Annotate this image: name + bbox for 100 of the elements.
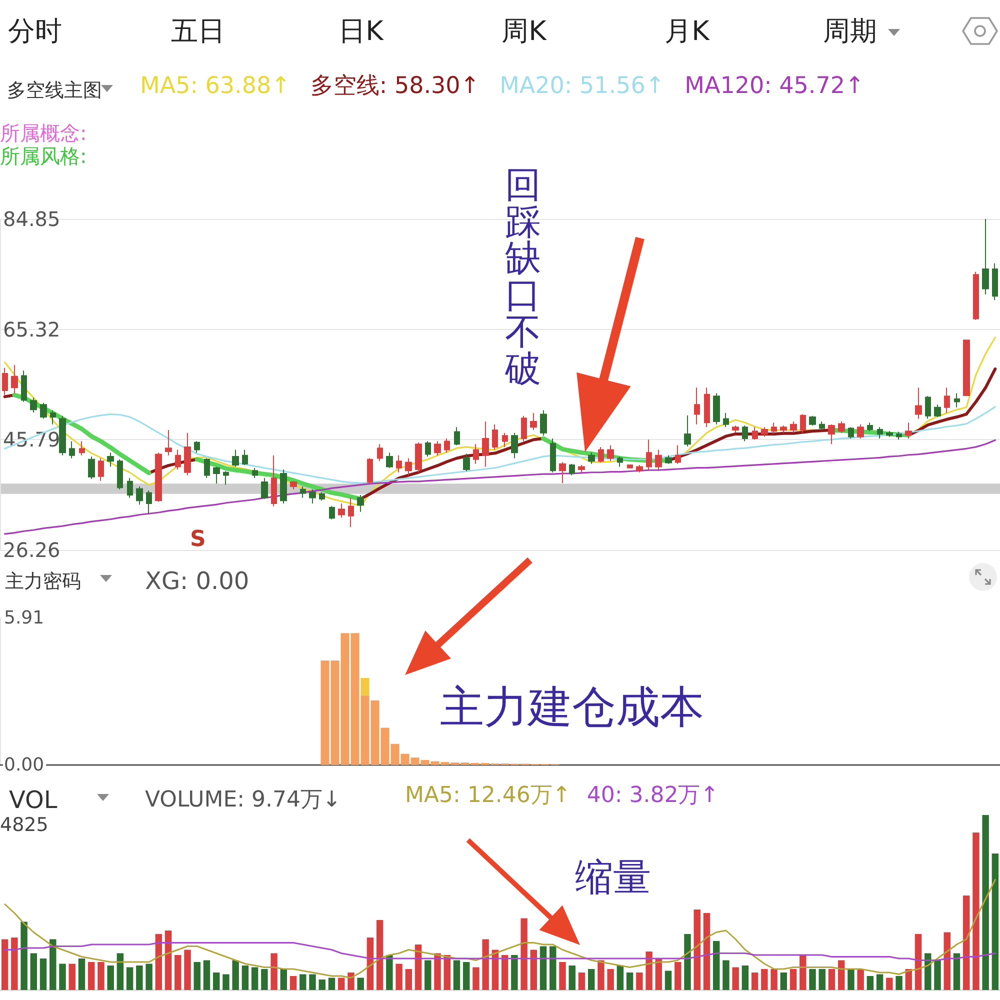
candlestick bbox=[184, 432, 191, 476]
candlestick bbox=[646, 439, 652, 470]
candlestick bbox=[934, 404, 941, 418]
bar bbox=[290, 976, 297, 990]
candlestick bbox=[377, 444, 383, 462]
y-tick-label: 26.26 bbox=[3, 538, 60, 562]
candlestick bbox=[992, 262, 998, 301]
candlestick bbox=[357, 494, 364, 512]
bar bbox=[434, 953, 441, 990]
bar bbox=[251, 967, 258, 990]
candlestick bbox=[213, 466, 220, 484]
candlestick bbox=[742, 424, 748, 442]
candlestick bbox=[88, 456, 95, 480]
bar bbox=[626, 972, 634, 990]
bar bbox=[194, 962, 200, 990]
bar bbox=[511, 955, 518, 990]
bar bbox=[828, 969, 836, 990]
bar bbox=[809, 969, 816, 990]
candlestick bbox=[694, 387, 700, 425]
candlestick bbox=[684, 414, 691, 447]
candlestick bbox=[665, 454, 672, 464]
candlestick bbox=[473, 444, 479, 464]
bar bbox=[98, 962, 104, 990]
candlestick bbox=[30, 397, 37, 413]
bar bbox=[800, 955, 806, 990]
bar bbox=[453, 960, 460, 990]
y-tick-label: 65.32 bbox=[3, 317, 60, 342]
bar bbox=[107, 966, 114, 990]
candlestick bbox=[223, 470, 229, 486]
candlestick bbox=[107, 452, 114, 468]
bar bbox=[472, 967, 480, 990]
chart-subtitle: XG: 0.00 bbox=[145, 567, 250, 595]
bar bbox=[386, 955, 393, 990]
y-tick-label: 0.00 bbox=[4, 754, 44, 776]
bar bbox=[924, 953, 932, 990]
candlestick bbox=[319, 492, 325, 502]
text: MA20: 51.56↑ bbox=[500, 73, 665, 100]
bar bbox=[598, 960, 604, 990]
chart-subtitle: VOLUME: 9.74万↓ bbox=[145, 788, 341, 812]
bar bbox=[953, 953, 960, 990]
y-tick-label: 84.85 bbox=[3, 207, 60, 231]
bar bbox=[242, 966, 249, 990]
bar bbox=[550, 946, 556, 990]
candlestick bbox=[425, 440, 431, 458]
bar bbox=[126, 967, 134, 990]
bar bbox=[616, 966, 624, 990]
bar bbox=[780, 972, 788, 990]
bar bbox=[482, 939, 489, 990]
candlestick bbox=[396, 454, 402, 473]
text: 月K bbox=[664, 15, 710, 49]
bar bbox=[376, 920, 384, 990]
candlestick bbox=[973, 271, 979, 320]
candlestick bbox=[713, 392, 720, 425]
candlestick bbox=[40, 402, 47, 420]
candlestick bbox=[271, 454, 277, 507]
bar bbox=[636, 972, 643, 990]
bar bbox=[50, 939, 56, 990]
bar bbox=[896, 976, 902, 990]
bar bbox=[357, 978, 364, 990]
bar bbox=[866, 976, 874, 990]
bar bbox=[934, 960, 941, 990]
candlestick bbox=[828, 424, 835, 445]
candlestick bbox=[194, 440, 200, 454]
bar bbox=[270, 953, 278, 990]
candlestick bbox=[954, 392, 960, 408]
candlestick bbox=[98, 458, 104, 482]
bar bbox=[1, 939, 8, 990]
line-series bbox=[4, 406, 996, 484]
candlestick bbox=[300, 486, 306, 498]
candlestick bbox=[50, 410, 56, 425]
candlestick bbox=[175, 449, 181, 470]
bar bbox=[770, 969, 778, 990]
candlestick bbox=[348, 497, 354, 528]
candlestick bbox=[338, 502, 345, 518]
bar bbox=[280, 969, 288, 990]
candlestick bbox=[771, 422, 777, 434]
bar bbox=[30, 953, 38, 990]
text: MA5: 63.88↑ bbox=[140, 73, 290, 100]
candlestick bbox=[963, 339, 970, 397]
bar bbox=[20, 922, 28, 990]
bar bbox=[184, 950, 191, 990]
bar bbox=[540, 946, 547, 990]
annotation: 缩量 bbox=[575, 855, 651, 899]
candlestick bbox=[232, 449, 239, 468]
bar bbox=[568, 966, 576, 990]
bar bbox=[578, 972, 586, 990]
candlestick bbox=[550, 438, 556, 473]
candlestick bbox=[636, 464, 643, 473]
bar bbox=[857, 969, 864, 990]
bar bbox=[982, 815, 989, 990]
bar bbox=[607, 969, 614, 990]
candlestick bbox=[905, 422, 912, 439]
bar bbox=[703, 913, 710, 990]
candlestick bbox=[405, 458, 412, 476]
bar bbox=[886, 978, 893, 990]
candlestick bbox=[280, 469, 287, 504]
candlestick bbox=[896, 431, 902, 440]
bar bbox=[944, 932, 950, 990]
bar bbox=[684, 934, 691, 990]
bar bbox=[338, 978, 345, 990]
